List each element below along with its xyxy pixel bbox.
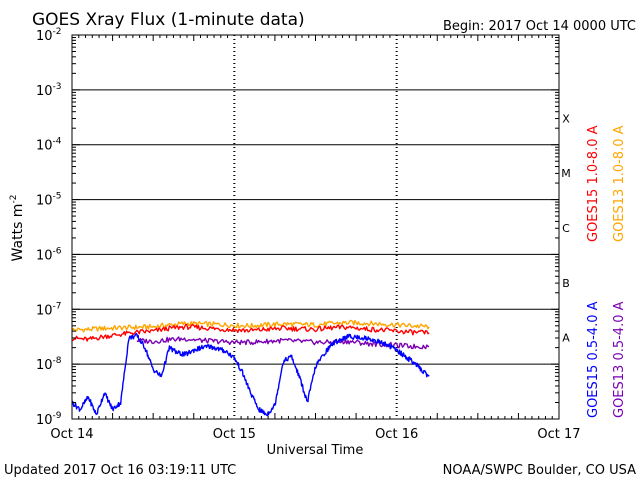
legend-goes15-short: GOES15 0.5-4.0 A <box>586 301 601 418</box>
y-tick-label-base: 10 <box>36 413 53 428</box>
y-tick-label-1e-4: 10-4 <box>36 137 62 154</box>
x-tick-label-oct-16: Oct 16 <box>375 427 418 442</box>
chart-title: GOES Xray Flux (1-minute data) <box>32 10 305 30</box>
y-tick-label-1e-2: 10-2 <box>36 27 62 44</box>
y-tick-label-exponent: -6 <box>53 246 62 256</box>
y-tick-label-exponent: -8 <box>53 356 62 366</box>
y-axis-label-text: Watts m <box>10 204 26 262</box>
series-layer <box>71 319 430 417</box>
y-tick-label-exponent: -4 <box>53 137 62 147</box>
y-tick-label-1e-9: 10-9 <box>36 411 62 428</box>
y-axis-label: Watts m-2 <box>9 195 26 262</box>
flare-class-a: A <box>562 332 570 345</box>
series-line-goes13-0-5-4-0-a <box>136 336 430 350</box>
y-tick-label-exponent: -5 <box>53 192 62 202</box>
updated-timestamp: Updated 2017 Oct 16 03:19:11 UTC <box>4 463 236 478</box>
y-tick-label-base: 10 <box>36 358 53 373</box>
y-tick-label-base: 10 <box>36 194 53 209</box>
y-tick-label-base: 10 <box>36 248 53 263</box>
y-tick-label-base: 10 <box>36 303 53 318</box>
svg-text:Watts m-2: Watts m-2 <box>9 195 26 262</box>
y-tick-labels: 10-210-310-410-510-610-710-810-9 <box>36 27 62 428</box>
y-axis-label-sup: -2 <box>9 195 19 204</box>
x-tick-label-oct-17: Oct 17 <box>537 427 580 442</box>
y-tick-label-exponent: -7 <box>53 301 62 311</box>
flare-class-labels: X M C B A <box>561 112 571 344</box>
y-tick-label-base: 10 <box>36 139 53 154</box>
series-line-goes15-1-0-8-0-a <box>71 323 430 342</box>
y-tick-label-base: 10 <box>36 84 53 99</box>
x-axis-label: Universal Time <box>267 443 364 458</box>
y-tick-label-exponent: -3 <box>53 82 62 92</box>
legend: GOES15 1.0-8.0 A GOES13 1.0-8.0 A GOES15 0… <box>586 125 627 418</box>
legend-goes15-long: GOES15 1.0-8.0 A <box>586 125 601 242</box>
y-tick-label-1e-7: 10-7 <box>36 301 62 318</box>
grid-lines <box>72 35 559 419</box>
credit-label: NOAA/SWPC Boulder, CO USA <box>443 463 636 478</box>
y-tick-label-1e-3: 10-3 <box>36 82 62 99</box>
y-tick-label-base: 10 <box>36 29 53 44</box>
x-tick-label-oct-15: Oct 15 <box>213 427 256 442</box>
y-tick-label-exponent: -2 <box>53 27 62 37</box>
axis-ticks <box>72 34 559 420</box>
legend-goes13-short: GOES13 0.5-4.0 A <box>612 301 627 418</box>
flare-class-m: M <box>561 167 571 180</box>
legend-goes13-long: GOES13 1.0-8.0 A <box>612 125 627 242</box>
y-tick-label-1e-5: 10-5 <box>36 192 62 209</box>
x-tick-label-oct-14: Oct 14 <box>50 427 93 442</box>
y-tick-label-1e-6: 10-6 <box>36 246 62 263</box>
flare-class-x: X <box>562 112 570 125</box>
flare-class-b: B <box>562 277 570 290</box>
begin-label: Begin: 2017 Oct 14 0000 UTC <box>443 19 636 34</box>
series-line-goes13-1-0-8-0-a <box>71 319 430 333</box>
flare-class-c: C <box>562 222 570 235</box>
series-line-goes15-0-5-4-0-a <box>71 332 430 417</box>
y-tick-label-exponent: -9 <box>53 411 62 421</box>
y-tick-label-1e-8: 10-8 <box>36 356 62 373</box>
x-tick-labels: Oct 14 Oct 15 Oct 16 Oct 17 <box>50 427 580 442</box>
